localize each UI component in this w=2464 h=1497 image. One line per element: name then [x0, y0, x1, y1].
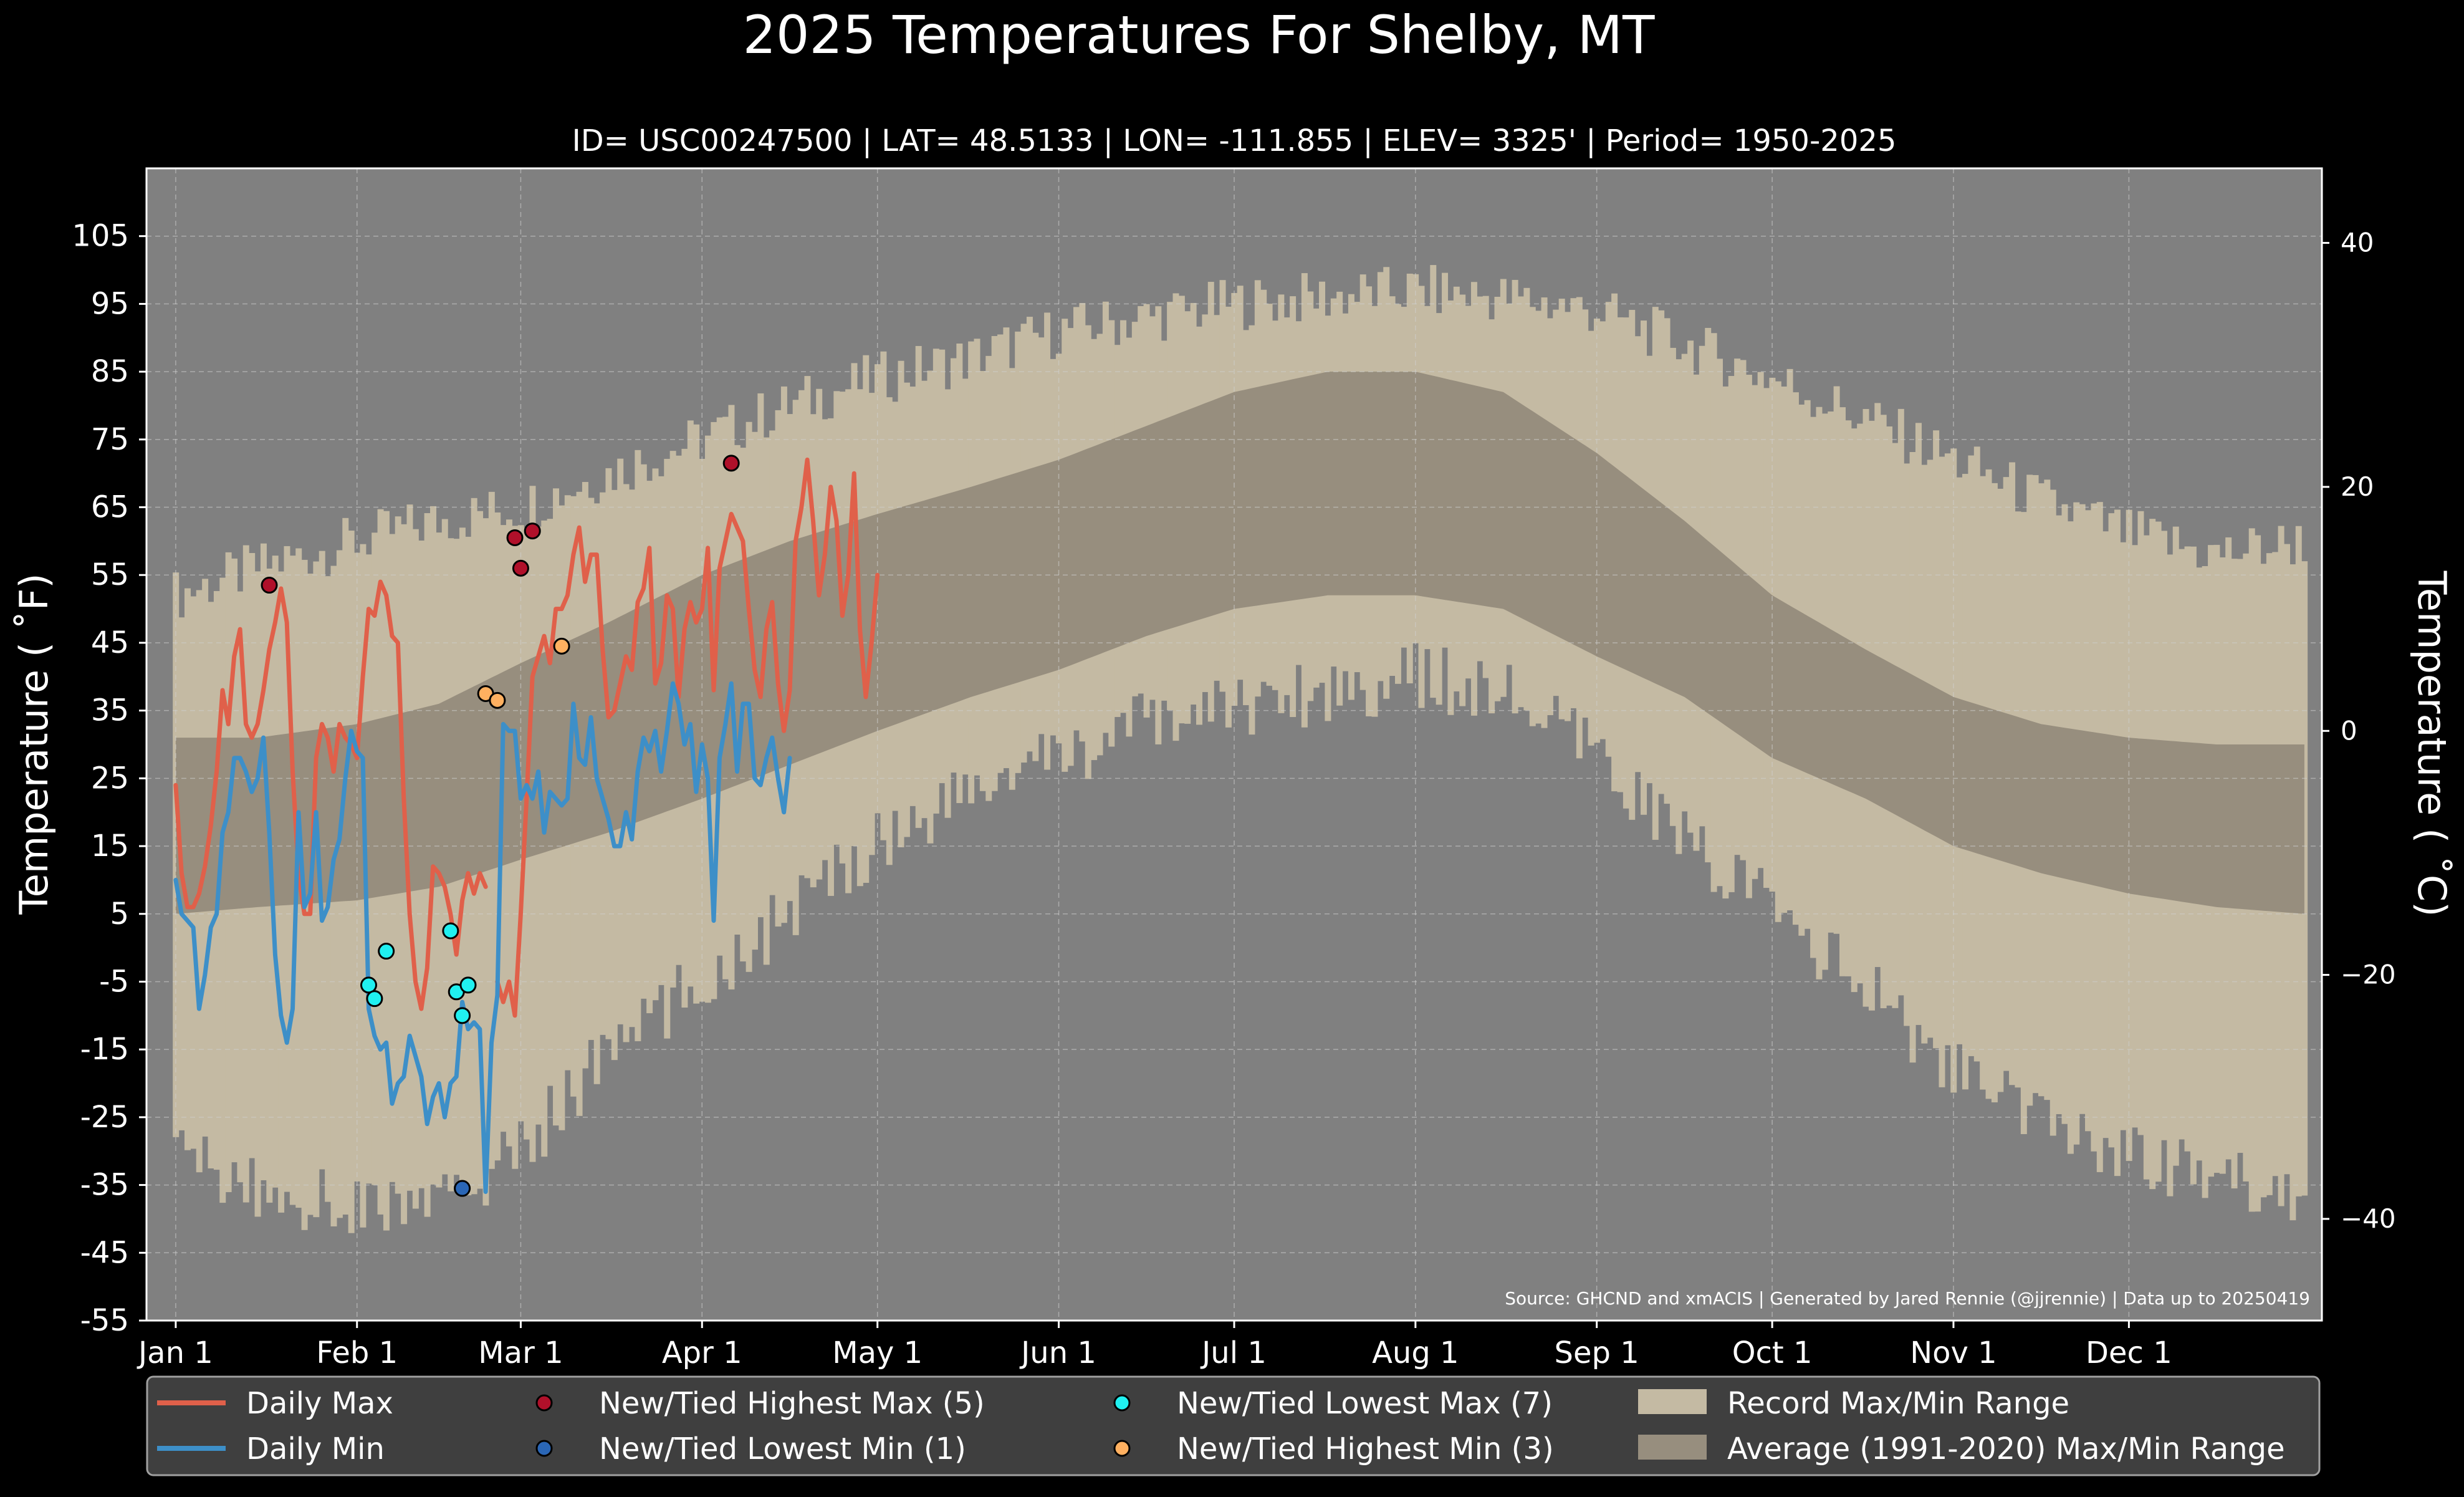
new-tied-lowest-max-7-marker [360, 976, 378, 994]
y-axis-label-left: Temperature ( ˚F) [11, 573, 57, 915]
y-tick-label: -45 [80, 1235, 129, 1270]
new-tied-lowest-max-7-marker [454, 1007, 471, 1024]
legend-average-1991-2020-max-min-range-label: Average (1991-2020) Max/Min Range [1727, 1432, 2285, 1466]
x-tick-label: Oct 1 [1732, 1336, 1813, 1370]
y-right-tick-label: 20 [2341, 471, 2374, 502]
x-tick-label: Aug 1 [1372, 1336, 1459, 1370]
y-tick-label: -55 [80, 1303, 129, 1338]
new-tied-highest-min-3-marker [489, 691, 506, 709]
record-markers [261, 455, 740, 1197]
x-tick-label: Nov 1 [1910, 1336, 1997, 1370]
legend-new-tied-lowest-max-7-label: New/Tied Lowest Max (7) [1177, 1386, 1553, 1421]
new-tied-lowest-max-7-marker [459, 976, 477, 994]
x-axis: Jan 1 Feb 1 Mar 1 Apr 1 May 1 Jun 1 Jul 1 Aug 1… [137, 1321, 2172, 1370]
x-tick-label: Dec 1 [2086, 1336, 2172, 1370]
y-tick-label: 5 [110, 897, 129, 931]
y-tick-label: 105 [72, 219, 129, 254]
chart-subtitle: ID= USC00247500 | LAT= 48.5133 | LON= -1… [572, 123, 1897, 158]
y-axis-right: 40 20 0 −20 −40 [2322, 228, 2396, 1234]
y-tick-label: -25 [80, 1100, 129, 1135]
y-right-tick-label: 40 [2341, 228, 2374, 258]
legend-average-1991-2020-max-min-range-swatch [1638, 1435, 1707, 1460]
x-tick-label: May 1 [832, 1336, 923, 1370]
y-axis-label-right: Temperature ( ˚C) [2409, 570, 2455, 917]
x-tick-label: Jul 1 [1200, 1336, 1267, 1370]
new-tied-lowest-min-1-marker [454, 1180, 471, 1197]
new-tied-highest-max-5-marker [722, 455, 740, 472]
new-tied-highest-max-5-marker [506, 529, 524, 546]
x-tick-label: Jan 1 [137, 1336, 213, 1370]
y-axis-left: 105 95 85 75 65 55 45 35 25 15 5 -5 -15 -25 -35 -45 -55 [72, 219, 146, 1338]
y-right-tick-label: 0 [2341, 715, 2357, 746]
legend-new-tied-highest-max-5-label: New/Tied Highest Max (5) [599, 1386, 985, 1421]
y-tick-label: 45 [91, 625, 129, 660]
new-tied-highest-max-5-marker [512, 559, 529, 577]
new-tied-highest-min-3-marker [553, 637, 570, 655]
x-tick-label: Mar 1 [478, 1336, 563, 1370]
x-tick-label: Feb 1 [316, 1336, 398, 1370]
x-tick-label: Sep 1 [1555, 1336, 1639, 1370]
y-tick-label: 85 [91, 354, 129, 389]
new-tied-lowest-max-7-marker [378, 943, 395, 960]
source-note: Source: GHCND and xmACIS | Generated by … [1505, 1288, 2310, 1309]
legend: Daily Max Daily Min New/Tied Highest Max (… [146, 1375, 2321, 1476]
x-tick-label: Jun 1 [1019, 1336, 1096, 1370]
y-tick-label: -35 [80, 1168, 129, 1203]
new-tied-lowest-max-7-marker [442, 922, 459, 940]
legend-new-tied-lowest-min-1-swatch [535, 1440, 553, 1457]
y-tick-label: 35 [91, 693, 129, 728]
y-tick-label: 95 [91, 286, 129, 321]
y-right-tick-label: −40 [2341, 1203, 2396, 1234]
legend-new-tied-highest-min-3-label: New/Tied Highest Min (3) [1177, 1432, 1554, 1466]
y-tick-label: -15 [80, 1032, 129, 1067]
legend-new-tied-highest-max-5-swatch [535, 1394, 553, 1412]
legend-new-tied-lowest-max-7-swatch [1113, 1394, 1131, 1412]
daily-max-line [173, 579, 488, 1011]
grid [146, 168, 2322, 1321]
y-right-tick-label: −20 [2341, 960, 2396, 990]
legend-box [146, 1375, 2321, 1476]
legend-daily-min-label: Daily Min [246, 1432, 385, 1466]
new-tied-lowest-max-7-marker [366, 990, 383, 1008]
daily-max-line [495, 457, 880, 1018]
y-tick-label: 75 [91, 422, 129, 457]
record-range-bar [2301, 561, 2308, 1196]
x-tick-label: Apr 1 [662, 1336, 742, 1370]
y-tick-label: 55 [91, 557, 129, 592]
y-tick-label: 65 [91, 490, 129, 525]
y-tick-label: 15 [91, 829, 129, 864]
y-tick-label: -5 [99, 964, 129, 999]
daily-min-line [173, 681, 792, 1194]
legend-record-max-min-range-label: Record Max/Min Range [1727, 1386, 2069, 1421]
legend-daily-max-label: Daily Max [246, 1386, 393, 1421]
chart-title: 2025 Temperatures For Shelby, MT [743, 4, 1655, 65]
new-tied-highest-max-5-marker [261, 577, 278, 594]
series-lines [173, 457, 880, 1194]
new-tied-highest-max-5-marker [524, 522, 541, 540]
legend-new-tied-lowest-min-1-label: New/Tied Lowest Min (1) [599, 1432, 966, 1466]
legend-record-max-min-range-swatch [1638, 1389, 1707, 1414]
y-tick-label: 25 [91, 761, 129, 796]
legend-new-tied-highest-min-3-swatch [1113, 1440, 1131, 1457]
